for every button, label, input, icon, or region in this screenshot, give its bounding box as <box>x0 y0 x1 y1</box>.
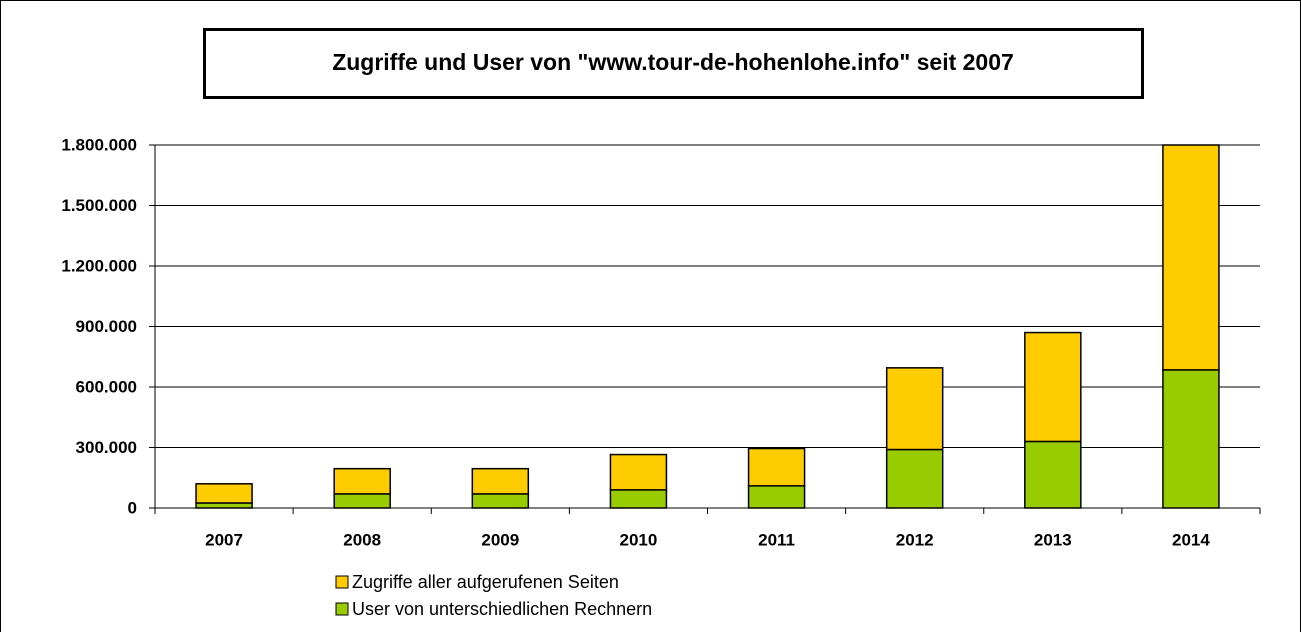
bar-segment <box>1024 440 1082 509</box>
bar-segment <box>609 489 668 509</box>
legend-label: Zugriffe aller aufgerufenen Seiten <box>352 572 619 592</box>
y-tick-label: 1.200.000 <box>61 256 137 275</box>
y-tick-label: 1.800.000 <box>61 135 137 154</box>
x-tick-label: 2007 <box>205 530 243 549</box>
y-tick-label: 1.500.000 <box>61 196 137 215</box>
legend-swatch <box>335 602 349 616</box>
bar-segment <box>1162 369 1220 509</box>
x-tick-label: 2012 <box>896 530 934 549</box>
bar-segment <box>747 485 806 509</box>
y-tick-label: 300.000 <box>76 438 137 457</box>
y-tick-label: 0 <box>128 498 137 517</box>
title-box <box>203 28 1144 99</box>
bar-segment <box>333 467 391 495</box>
x-tick-label: 2009 <box>481 530 519 549</box>
x-tick-label: 2010 <box>620 530 658 549</box>
bar-segment <box>1162 144 1220 371</box>
legend-label: User von unterschiedlichen Rechnern <box>352 599 652 619</box>
bar-segment <box>747 447 806 487</box>
x-tick-label: 2011 <box>758 530 795 549</box>
bar-segment <box>609 453 668 491</box>
bar-segment <box>885 448 944 509</box>
x-tick-label: 2014 <box>1172 530 1210 549</box>
bar-segment <box>1024 331 1082 443</box>
bar-segment <box>195 483 253 504</box>
bar-segment <box>471 467 530 495</box>
x-tick-label: 2013 <box>1034 530 1072 549</box>
bar-segment <box>195 502 253 509</box>
bar-segment <box>333 493 391 509</box>
x-tick-label: 2008 <box>343 530 381 549</box>
legend-swatch <box>335 575 349 589</box>
bar-segment <box>471 493 530 509</box>
y-tick-label: 900.000 <box>76 317 137 336</box>
chart-title: Zugriffe und User von "www.tour-de-hohen… <box>332 49 1014 75</box>
bar-segment <box>885 367 944 451</box>
y-tick-label: 600.000 <box>76 377 137 396</box>
